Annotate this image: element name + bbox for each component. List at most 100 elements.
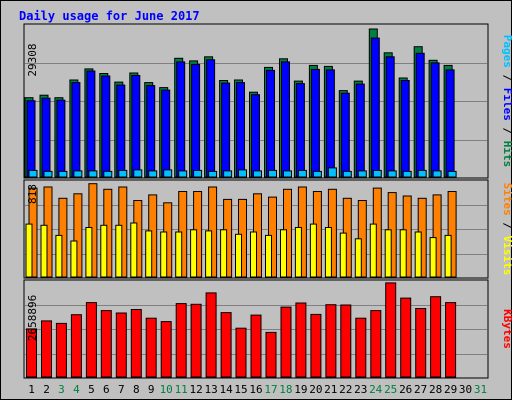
- day-label: 17: [264, 383, 277, 396]
- visits-bar: [309, 223, 317, 278]
- day-label: 1: [28, 383, 35, 396]
- day-label: 15: [234, 383, 247, 396]
- pages-bar: [208, 170, 218, 178]
- pages-bar: [417, 169, 427, 178]
- day-label: 7: [118, 383, 125, 396]
- max-label-hits: 29308: [26, 43, 39, 76]
- max-label-kbytes: 2658896: [26, 295, 39, 341]
- day-label: 12: [189, 383, 202, 396]
- pages-bar: [118, 169, 128, 178]
- visits-bar: [369, 223, 377, 278]
- kbytes-bar: [115, 312, 127, 378]
- pages-bar: [43, 170, 53, 178]
- kbytes-bar: [130, 309, 142, 378]
- kbytes-bar: [310, 313, 322, 378]
- legend-kbytes: KBytes: [501, 309, 512, 349]
- visits-bar: [429, 237, 437, 278]
- files-bar: [236, 82, 245, 178]
- day-label: 5: [88, 383, 95, 396]
- files-bar: [221, 82, 231, 178]
- visits-bar: [265, 234, 272, 278]
- pages-bar: [193, 169, 203, 178]
- pages-bar: [387, 170, 397, 178]
- legend-hits-files-pages: Pages / Files / Hits: [501, 35, 512, 168]
- kbytes-bar: [325, 304, 337, 378]
- pages-bar: [327, 167, 337, 178]
- visits-bar: [115, 224, 123, 278]
- visits-bar: [160, 231, 168, 278]
- pages-bar: [148, 170, 158, 178]
- day-label: 29: [444, 383, 457, 396]
- files-bar: [385, 56, 395, 178]
- legend-separator: /: [501, 121, 512, 141]
- day-label: 18: [279, 383, 292, 396]
- visits-bar: [85, 227, 93, 278]
- day-label: 28: [429, 383, 442, 396]
- legend-pages: Pages: [501, 35, 512, 68]
- kbytes-bar: [55, 322, 67, 378]
- day-label: 3: [58, 383, 65, 396]
- files-bar: [295, 83, 305, 178]
- legend-text: KBytes: [501, 309, 512, 349]
- visits-bar: [70, 240, 78, 278]
- visits-bar: [384, 229, 392, 278]
- sites-bar: [432, 194, 442, 278]
- files-bar: [340, 92, 350, 178]
- day-label: 31: [474, 383, 487, 396]
- day-label: 4: [73, 383, 80, 396]
- visits-bar: [354, 238, 362, 278]
- files-bar: [86, 70, 96, 178]
- visits-bar: [205, 230, 213, 278]
- kbytes-bar: [205, 292, 217, 378]
- day-label: 2: [43, 383, 50, 396]
- files-bar: [206, 59, 216, 178]
- sites-bar: [73, 193, 83, 278]
- files-bar: [445, 69, 455, 178]
- pages-bar: [73, 170, 83, 178]
- kbytes-bar: [370, 310, 382, 378]
- day-label: 10: [160, 383, 173, 396]
- visits-bar: [399, 229, 407, 278]
- visits-bar: [145, 230, 153, 278]
- pages-bar: [297, 169, 307, 178]
- hits-files-pages-panel: [23, 23, 489, 179]
- kbytes-bar: [445, 302, 457, 378]
- visits-bar: [324, 227, 332, 278]
- files-bar: [41, 97, 51, 178]
- kbytes-bar: [41, 320, 52, 378]
- legend-files: Files: [501, 88, 512, 121]
- kbytes-bar: [220, 312, 232, 378]
- kbytes-bar: [70, 314, 82, 378]
- kbytes-bar: [385, 282, 397, 378]
- pages-bar: [312, 170, 322, 178]
- kbytes-bar: [235, 327, 247, 378]
- kbytes-bar: [160, 321, 172, 378]
- files-bar: [415, 52, 425, 178]
- day-label: 26: [399, 383, 412, 396]
- files-bar: [116, 84, 126, 178]
- files-bar: [430, 62, 440, 178]
- files-bar: [266, 69, 275, 178]
- kbytes-bar: [100, 310, 112, 378]
- files-bar: [325, 69, 335, 178]
- kbytes-bar: [265, 331, 277, 378]
- day-label: 8: [133, 383, 140, 396]
- pages-bar: [268, 169, 277, 178]
- pages-bar: [402, 170, 412, 178]
- files-bar: [355, 83, 365, 178]
- legend-visits-sites: Sites / Visits: [501, 183, 512, 276]
- visits-bar: [190, 229, 198, 278]
- visits-bar: [220, 229, 228, 278]
- files-bar: [161, 89, 171, 178]
- pages-bar: [253, 170, 262, 178]
- kbytes-bar: [295, 302, 307, 378]
- files-bar: [251, 94, 260, 178]
- chart-title: Daily usage for June 2017: [19, 9, 200, 23]
- pages-bar: [163, 169, 173, 178]
- pages-bar: [447, 170, 457, 178]
- kbytes-bar: [175, 303, 187, 378]
- kbytes-bar: [190, 303, 202, 378]
- visits-bar: [40, 224, 48, 278]
- files-bar: [101, 75, 111, 178]
- files-bar: [71, 82, 81, 178]
